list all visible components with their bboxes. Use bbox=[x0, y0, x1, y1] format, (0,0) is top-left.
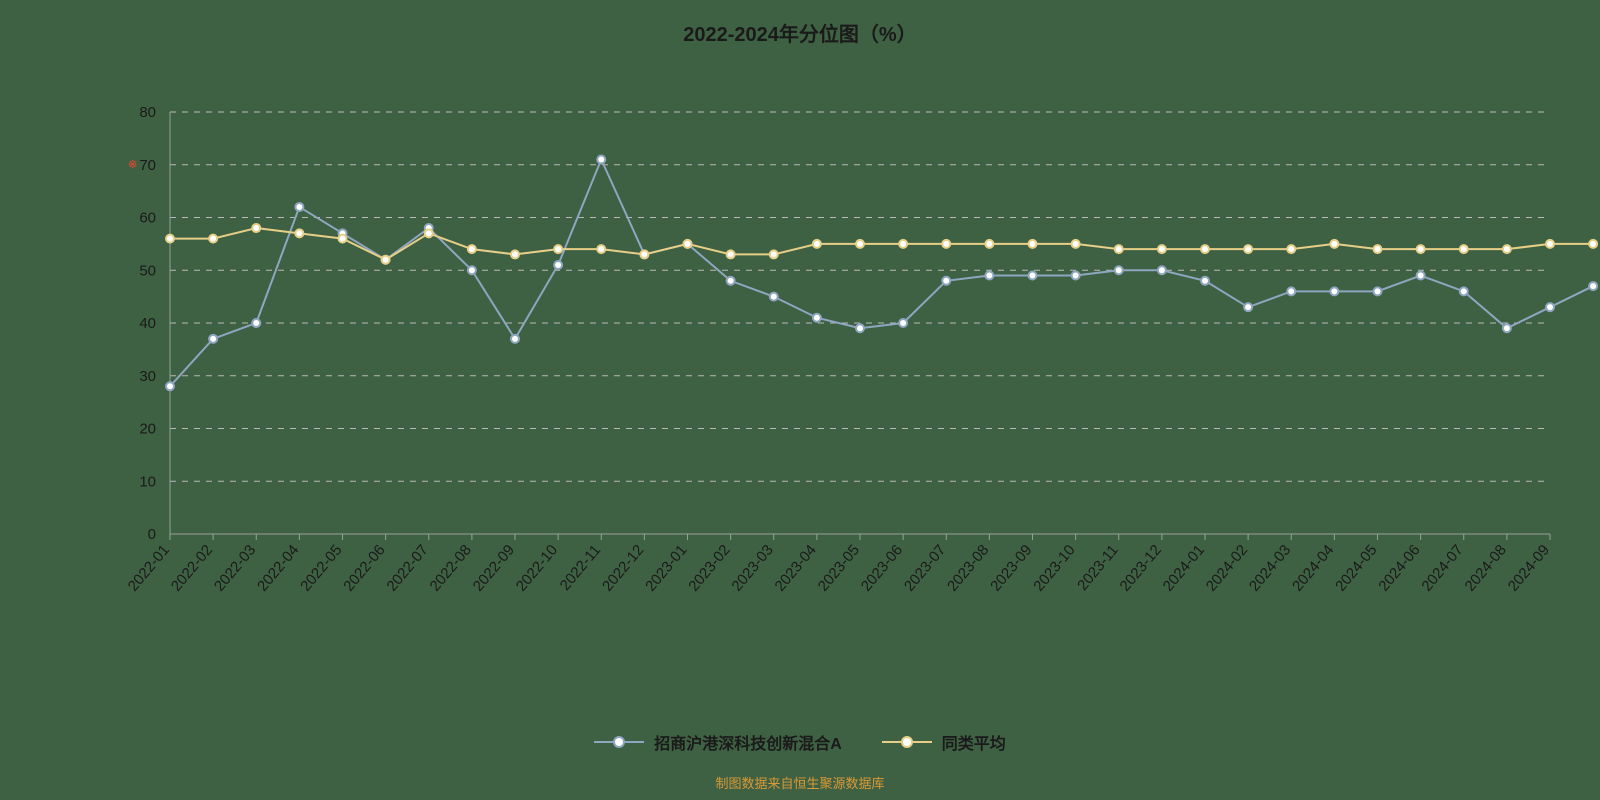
svg-text:2022-03: 2022-03 bbox=[211, 542, 259, 595]
chart-title: 2022-2024年分位图（%） bbox=[0, 18, 1600, 47]
legend: 招商沪港深科技创新混合A 同类平均 bbox=[0, 730, 1600, 754]
svg-text:2022-07: 2022-07 bbox=[383, 542, 431, 595]
svg-text:2022-09: 2022-09 bbox=[470, 542, 518, 595]
svg-text:2023-04: 2023-04 bbox=[772, 542, 820, 595]
svg-text:2022-04: 2022-04 bbox=[254, 542, 302, 595]
svg-text:2023-11: 2023-11 bbox=[1074, 542, 1122, 594]
svg-text:2023-05: 2023-05 bbox=[815, 542, 863, 595]
legend-swatch bbox=[882, 734, 932, 750]
svg-text:2024-01: 2024-01 bbox=[1160, 542, 1208, 595]
svg-text:2023-10: 2023-10 bbox=[1030, 542, 1078, 595]
legend-label: 同类平均 bbox=[942, 730, 1006, 754]
percentile-chart: 2022-2024年分位图（%） ※ 0 10 20 30 40 50 60 70 80 2022… bbox=[0, 0, 1600, 800]
chart-svg: 010203040506070802022-012022-022022-0320… bbox=[0, 0, 1600, 700]
svg-text:2022-02: 2022-02 bbox=[168, 542, 216, 595]
source-note: 制图数据来自恒生聚源数据库 bbox=[0, 773, 1600, 792]
svg-text:2023-09: 2023-09 bbox=[987, 542, 1035, 595]
svg-text:50: 50 bbox=[139, 262, 156, 279]
svg-text:2024-05: 2024-05 bbox=[1332, 542, 1380, 595]
legend-swatch bbox=[594, 734, 644, 750]
svg-text:2022-10: 2022-10 bbox=[513, 542, 561, 595]
svg-text:2024-07: 2024-07 bbox=[1418, 542, 1466, 595]
svg-text:2023-07: 2023-07 bbox=[901, 542, 949, 595]
svg-text:2024-08: 2024-08 bbox=[1462, 542, 1510, 595]
svg-text:2024-09: 2024-09 bbox=[1505, 542, 1553, 595]
svg-text:2023-06: 2023-06 bbox=[858, 542, 906, 595]
svg-text:2022-06: 2022-06 bbox=[340, 542, 388, 595]
badge-70-marker: ※ bbox=[128, 158, 137, 171]
legend-item: 招商沪港深科技创新混合A bbox=[594, 730, 842, 754]
svg-text:70: 70 bbox=[139, 157, 156, 174]
legend-item: 同类平均 bbox=[882, 730, 1006, 754]
svg-text:10: 10 bbox=[139, 473, 156, 490]
legend-label: 招商沪港深科技创新混合A bbox=[654, 730, 842, 754]
svg-text:20: 20 bbox=[139, 421, 156, 438]
svg-text:2022-11: 2022-11 bbox=[557, 542, 605, 594]
svg-text:2022-12: 2022-12 bbox=[599, 542, 647, 595]
svg-text:2022-05: 2022-05 bbox=[297, 542, 345, 595]
svg-text:60: 60 bbox=[139, 210, 156, 227]
svg-text:2023-03: 2023-03 bbox=[728, 542, 776, 595]
svg-text:0: 0 bbox=[148, 526, 156, 543]
svg-text:80: 80 bbox=[139, 104, 156, 121]
svg-text:2024-03: 2024-03 bbox=[1246, 542, 1294, 595]
svg-text:2024-06: 2024-06 bbox=[1375, 542, 1423, 595]
svg-text:2022-01: 2022-01 bbox=[125, 542, 173, 595]
svg-text:2023-08: 2023-08 bbox=[944, 542, 992, 595]
svg-text:2022-08: 2022-08 bbox=[427, 542, 475, 595]
svg-text:2024-02: 2024-02 bbox=[1203, 542, 1251, 595]
svg-text:2023-02: 2023-02 bbox=[685, 542, 733, 595]
svg-text:30: 30 bbox=[139, 368, 156, 385]
svg-text:2024-04: 2024-04 bbox=[1289, 542, 1337, 595]
svg-text:2023-12: 2023-12 bbox=[1117, 542, 1165, 595]
svg-text:2023-01: 2023-01 bbox=[642, 542, 690, 595]
svg-text:40: 40 bbox=[139, 315, 156, 332]
